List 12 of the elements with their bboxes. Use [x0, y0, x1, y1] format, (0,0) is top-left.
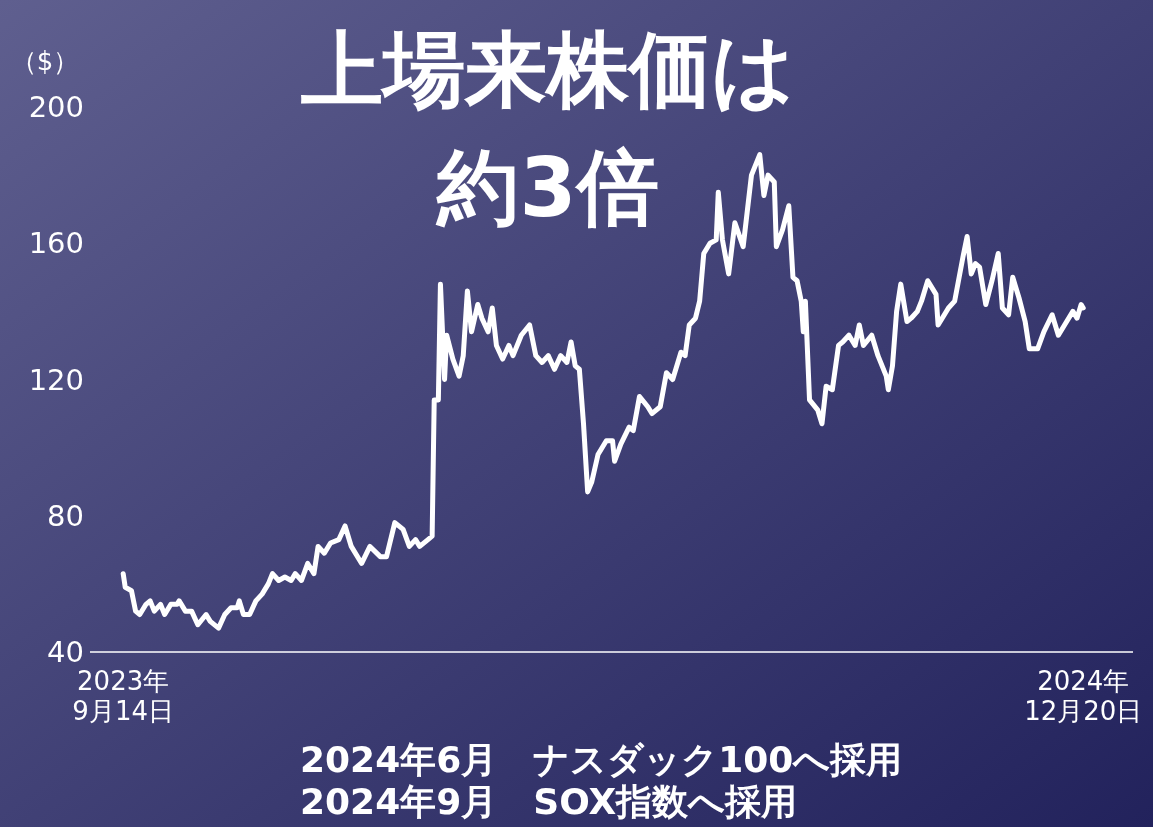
y-tick-label: 200 — [28, 90, 84, 124]
y-tick-label: 80 — [47, 498, 84, 533]
text: 2024年9月 SOX指数へ採用 — [300, 781, 798, 822]
text: 2024年6月 ナスダック100へ採用 — [300, 739, 903, 780]
chart-title: 上場来株価は — [300, 22, 795, 117]
y-axis-title: （$） — [10, 46, 80, 76]
x-tick-label: 2023年 9月14日 — [72, 666, 174, 726]
y-tick-label: 40 — [47, 635, 84, 669]
y-tick-label: 160 — [28, 226, 84, 261]
x-tick-label: 2024年 12月20日 — [1024, 666, 1143, 726]
y-tick-label: 120 — [28, 362, 84, 397]
chart-subtitle: 約3倍 — [435, 140, 659, 235]
